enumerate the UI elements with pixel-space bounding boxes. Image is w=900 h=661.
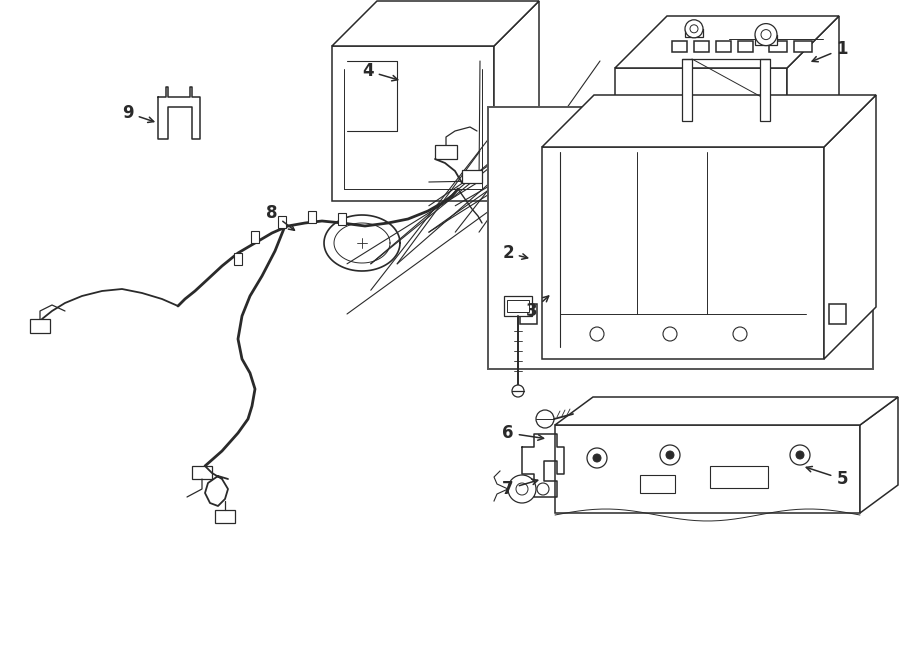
Bar xyxy=(623,112,649,124)
Bar xyxy=(660,112,686,124)
Bar xyxy=(623,129,649,141)
Circle shape xyxy=(685,20,703,38)
Polygon shape xyxy=(615,68,787,206)
Text: 8: 8 xyxy=(266,204,294,230)
Circle shape xyxy=(666,451,674,459)
Polygon shape xyxy=(829,304,846,324)
Bar xyxy=(738,41,753,52)
Bar xyxy=(435,145,457,159)
Circle shape xyxy=(537,483,549,495)
Bar xyxy=(504,296,532,316)
Circle shape xyxy=(733,327,747,341)
Bar xyxy=(640,475,675,493)
Polygon shape xyxy=(824,95,876,359)
Bar xyxy=(192,466,212,479)
Text: 3: 3 xyxy=(526,296,549,320)
Polygon shape xyxy=(494,1,539,201)
Circle shape xyxy=(790,445,810,465)
Bar xyxy=(251,231,259,243)
Polygon shape xyxy=(332,46,494,201)
Polygon shape xyxy=(542,95,876,147)
Bar xyxy=(734,145,760,158)
Text: 6: 6 xyxy=(502,424,544,442)
Circle shape xyxy=(796,451,804,459)
Bar xyxy=(697,112,723,124)
Bar xyxy=(278,216,286,228)
Bar xyxy=(215,510,235,523)
Polygon shape xyxy=(615,16,839,68)
Circle shape xyxy=(755,24,777,46)
Bar xyxy=(769,41,787,52)
Bar xyxy=(760,59,770,121)
Bar xyxy=(488,107,873,369)
Polygon shape xyxy=(542,147,824,359)
Circle shape xyxy=(593,454,601,462)
Text: 2: 2 xyxy=(502,244,527,262)
Polygon shape xyxy=(787,16,839,206)
Text: 1: 1 xyxy=(812,40,848,61)
Bar xyxy=(685,29,703,37)
Bar xyxy=(623,145,649,158)
Circle shape xyxy=(761,30,771,40)
Bar xyxy=(660,129,686,141)
Polygon shape xyxy=(555,397,898,425)
Bar xyxy=(755,34,777,44)
Circle shape xyxy=(690,25,698,33)
Bar xyxy=(710,466,768,488)
Bar xyxy=(672,41,687,52)
Text: 5: 5 xyxy=(806,467,848,488)
Bar xyxy=(234,253,242,265)
Bar xyxy=(734,129,760,141)
Circle shape xyxy=(508,475,536,503)
Text: 7: 7 xyxy=(502,479,537,498)
Circle shape xyxy=(516,483,528,495)
Bar xyxy=(697,129,723,141)
Bar xyxy=(682,59,692,121)
Bar xyxy=(30,319,50,333)
Bar xyxy=(716,41,731,52)
Circle shape xyxy=(536,410,554,428)
Circle shape xyxy=(663,327,677,341)
Polygon shape xyxy=(332,1,539,46)
Circle shape xyxy=(660,445,680,465)
Bar xyxy=(338,213,346,225)
Bar xyxy=(694,41,709,52)
Text: 9: 9 xyxy=(122,104,154,122)
Polygon shape xyxy=(555,425,860,513)
Bar xyxy=(734,112,760,124)
Polygon shape xyxy=(860,397,898,513)
Polygon shape xyxy=(520,304,537,324)
Bar xyxy=(308,211,316,223)
Circle shape xyxy=(587,448,607,468)
Text: 4: 4 xyxy=(362,62,398,81)
Bar xyxy=(462,170,482,183)
Circle shape xyxy=(512,385,524,397)
Bar xyxy=(660,145,686,158)
Bar xyxy=(794,41,812,52)
Bar xyxy=(697,145,723,158)
Bar xyxy=(507,300,529,312)
Circle shape xyxy=(590,327,604,341)
